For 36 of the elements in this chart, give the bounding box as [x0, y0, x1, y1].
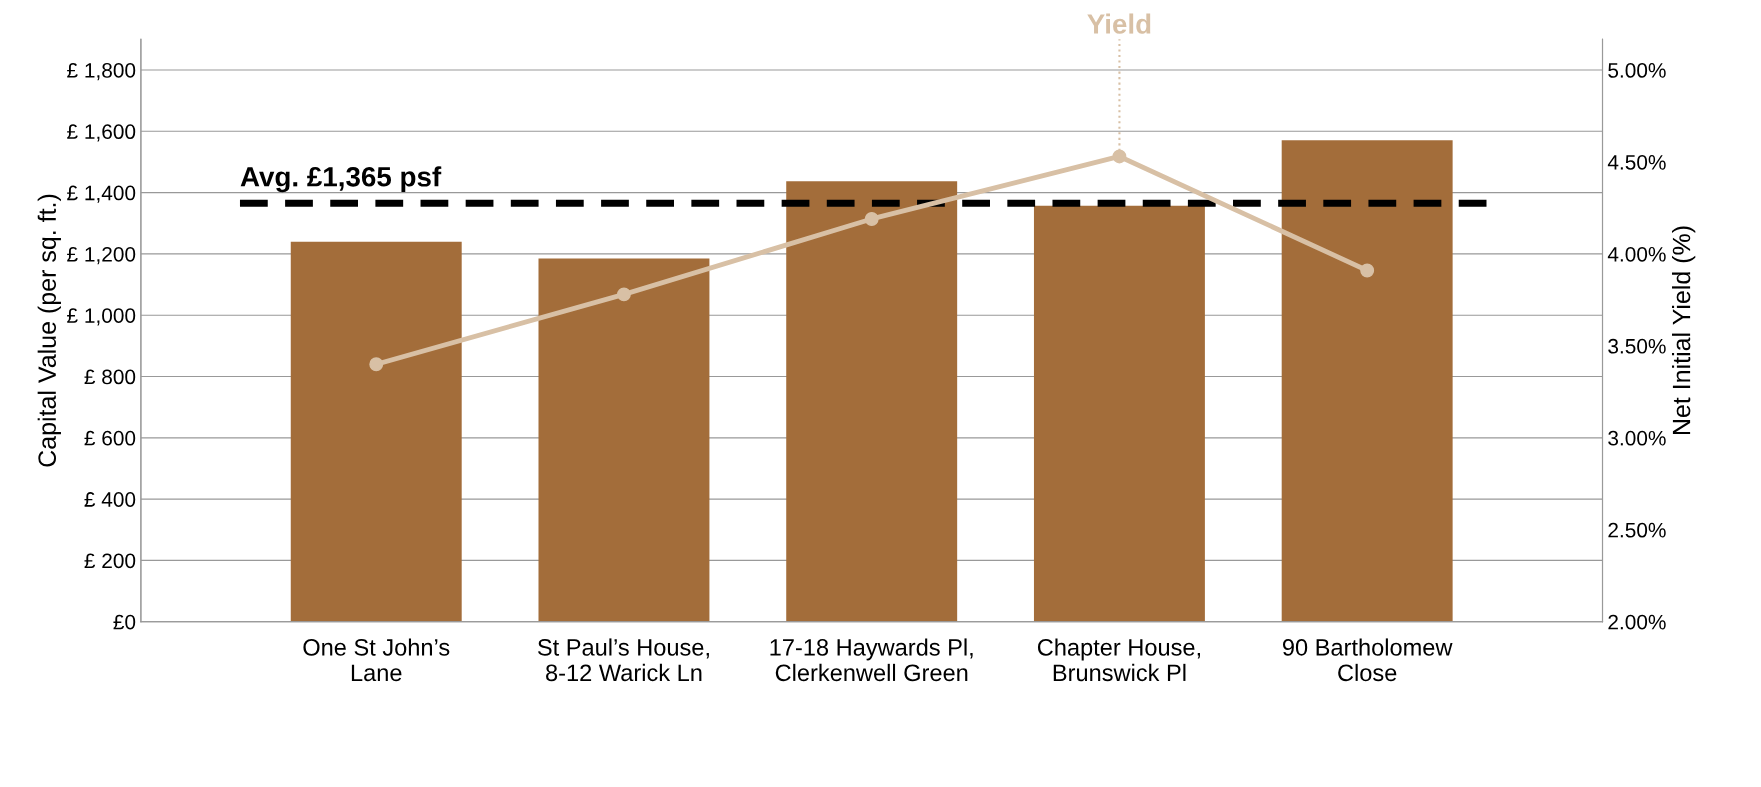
y-tick-label: £ 1,800 — [67, 63, 136, 81]
y-tick-label: £ 1,000 — [67, 308, 136, 326]
y2-tick-label: 5.00% — [1608, 63, 1666, 78]
y2-tick-label: 2.50% — [1608, 522, 1666, 538]
bar — [538, 258, 710, 622]
x-tick-label: One St John’s Lane — [303, 638, 450, 682]
bar — [290, 241, 462, 622]
bar — [1033, 205, 1205, 622]
y2-tick-label: 3.50% — [1608, 338, 1666, 354]
y-tick-label: £0 — [113, 614, 136, 630]
x-tick-label: 90 Bartholomew Close — [1282, 638, 1453, 682]
x-tick-label: Chapter House, Brunswick Pl — [1037, 638, 1200, 682]
y-tick-label: £ 1,200 — [67, 246, 136, 265]
bar — [786, 181, 958, 622]
y2-axis-title: Net Initial Yield (%) — [1672, 226, 1696, 435]
y-tick-label: £ 400 — [84, 492, 136, 507]
y-axis-title: Capital Value (per sq. ft.) — [37, 194, 61, 467]
point — [1360, 263, 1375, 278]
point — [617, 287, 631, 302]
bar — [1281, 140, 1453, 622]
y-tick-label: £ 600 — [84, 430, 136, 446]
y2-tick-label: 4.50% — [1607, 154, 1666, 170]
y-tick-label: £ 1,400 — [67, 185, 136, 203]
y-tick-label: £ 200 — [84, 553, 136, 569]
ref-line-label: Avg. £1,365 psf — [240, 166, 442, 193]
point — [1112, 149, 1127, 164]
y2-tick-label: 3.00% — [1608, 430, 1666, 446]
point — [369, 357, 384, 372]
x-tick-label: St Paul’s House, 8-12 Warick Ln — [537, 638, 709, 682]
y2-tick-label: 4.00% — [1607, 246, 1666, 262]
y-tick-label: £ 1,600 — [67, 124, 136, 142]
y-tick-label: £ 800 — [84, 369, 136, 385]
x-tick-label: 17-18 Haywards Pl, Clerkenwell Green — [770, 638, 973, 682]
text: Yield — [1087, 13, 1151, 34]
point — [864, 212, 879, 226]
y2-tick-label: 2.00% — [1608, 614, 1666, 630]
